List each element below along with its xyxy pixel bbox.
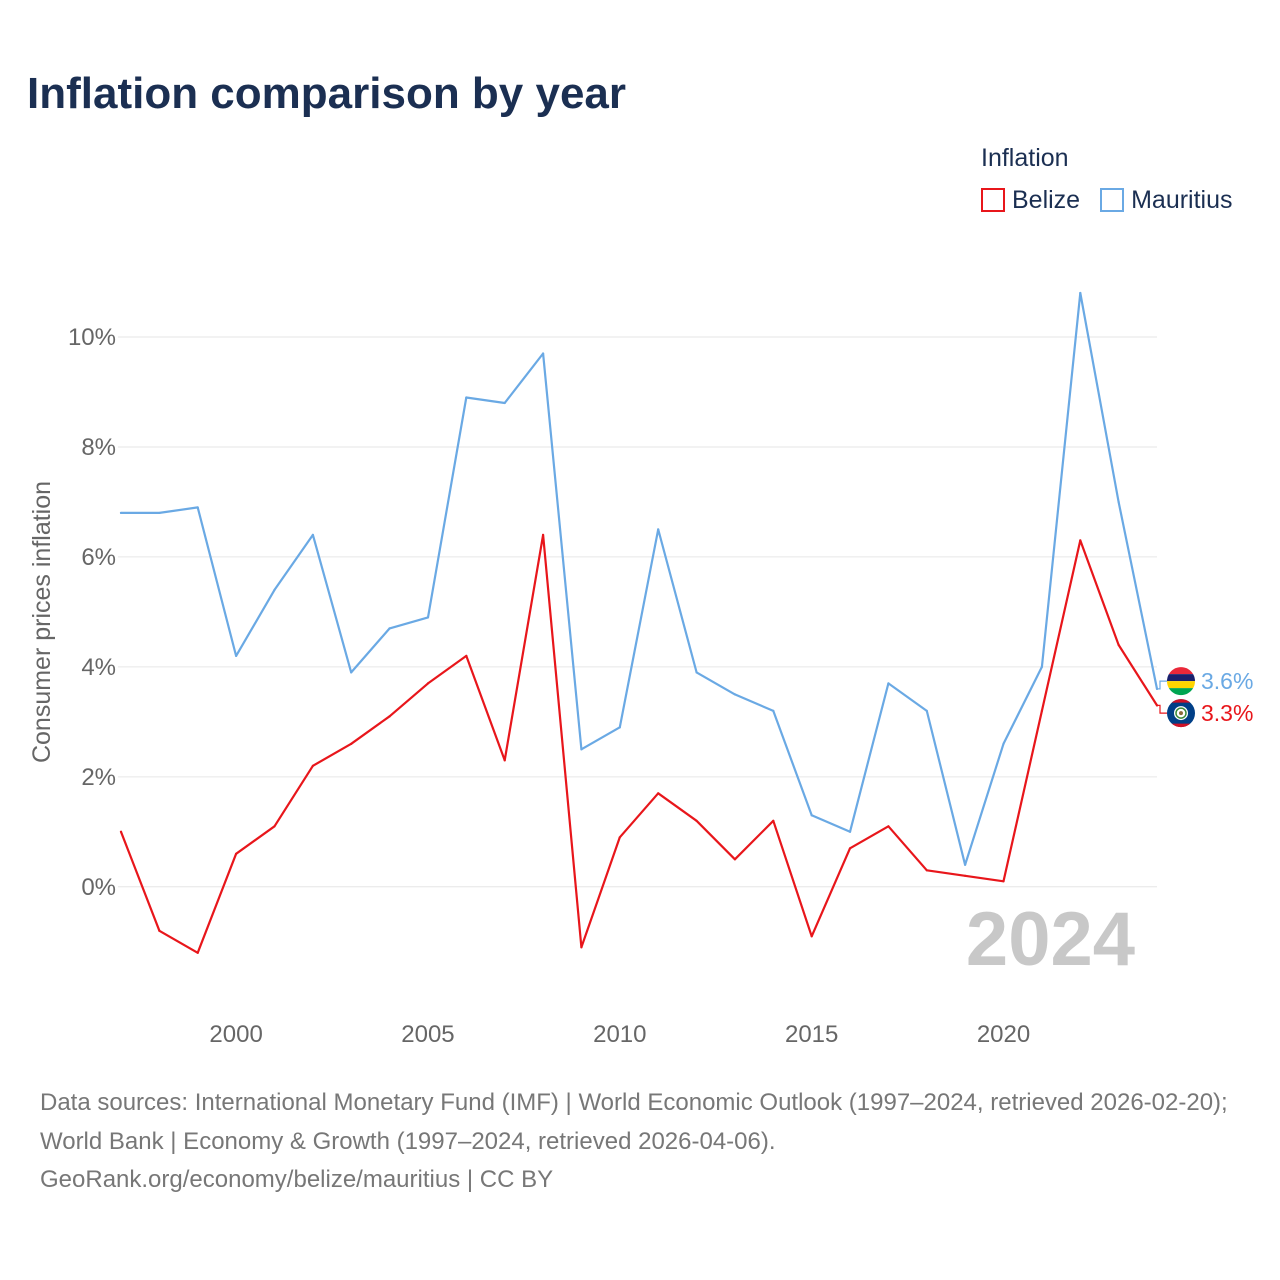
y-tick-label: 4% — [81, 654, 116, 681]
data-point-belize — [465, 654, 468, 657]
data-point-mauritius — [810, 814, 813, 817]
data-point-belize — [273, 825, 276, 828]
data-point-mauritius — [1079, 291, 1082, 295]
data-point-mauritius — [235, 654, 238, 657]
legend-item-belize: Belize — [981, 186, 1081, 214]
series-mauritius — [119, 291, 1159, 866]
footer: Data sources: International Monetary Fun… — [40, 1084, 1245, 1200]
data-point-mauritius — [119, 511, 123, 515]
end-connector-mauritius — [1157, 680, 1167, 690]
data-point-mauritius — [848, 830, 852, 833]
data-point-mauritius — [1040, 665, 1043, 668]
end-label-mauritius: 3.6% — [1201, 668, 1253, 694]
data-point-belize — [426, 682, 430, 685]
data-point-belize — [887, 825, 890, 828]
data-point-belize — [1002, 880, 1005, 883]
series-line-mauritius — [119, 291, 1159, 866]
mauritius-flag-icon — [1167, 667, 1195, 696]
data-point-mauritius — [733, 693, 737, 696]
data-point-belize — [388, 715, 391, 718]
data-point-mauritius — [657, 528, 660, 531]
legend-swatch-belize — [981, 188, 1005, 212]
x-tick-label: 2005 — [401, 1021, 454, 1048]
data-point-mauritius — [887, 682, 890, 685]
data-point-belize — [1079, 539, 1082, 542]
legend-items: Belize Mauritius — [981, 186, 1233, 214]
data-point-mauritius — [925, 709, 928, 712]
y-tick-label: 8% — [81, 434, 116, 461]
data-point-belize — [311, 764, 314, 767]
legend: Inflation Belize Mauritius — [981, 143, 1233, 214]
year-indicator: 2024 — [966, 897, 1135, 982]
y-tick-label: 0% — [81, 874, 116, 901]
data-point-mauritius — [311, 533, 314, 537]
x-axis-ticks: 2000 2005 2010 2015 2020 — [209, 1021, 1030, 1048]
end-connector-belize — [1157, 704, 1167, 714]
data-point-mauritius — [618, 726, 621, 729]
series-belize — [119, 533, 1159, 954]
legend-label-mauritius: Mauritius — [1131, 186, 1233, 214]
series-line-belize — [119, 533, 1159, 954]
data-point-belize — [119, 830, 123, 833]
data-point-mauritius — [1117, 500, 1120, 504]
y-tick-label: 10% — [68, 324, 116, 351]
y-axis-title: Consumer prices inflation — [28, 481, 56, 763]
data-point-belize — [848, 847, 852, 850]
x-tick-label: 2015 — [785, 1021, 838, 1048]
data-point-belize — [158, 929, 161, 932]
y-tick-label: 2% — [81, 764, 116, 791]
data-point-belize — [733, 858, 737, 861]
credit-text: GeoRank.org/economy/belize/mauritius | C… — [40, 1166, 554, 1193]
x-tick-label: 2010 — [593, 1021, 646, 1048]
data-point-mauritius — [695, 671, 698, 674]
series-lines — [119, 291, 1159, 954]
gridlines — [118, 336, 1157, 888]
data-point-mauritius — [465, 396, 468, 399]
data-point-belize — [695, 819, 698, 822]
data-point-belize — [1117, 643, 1120, 646]
data-point-belize — [503, 759, 506, 762]
x-tick-label: 2000 — [209, 1021, 262, 1048]
x-tick-label: 2020 — [977, 1021, 1030, 1048]
data-point-belize — [657, 792, 660, 795]
end-labels: 3.6% 3.3% — [1157, 667, 1253, 728]
data-point-belize — [810, 935, 813, 938]
data-point-belize — [772, 819, 775, 822]
data-point-mauritius — [196, 506, 199, 509]
data-point-mauritius — [350, 671, 353, 674]
data-point-mauritius — [964, 863, 967, 866]
data-point-mauritius — [1002, 742, 1005, 745]
data-point-belize — [235, 852, 238, 855]
data-point-belize — [350, 742, 353, 745]
legend-item-mauritius: Mauritius — [1100, 186, 1233, 214]
data-point-mauritius — [273, 588, 276, 591]
data-point-belize — [618, 836, 621, 839]
data-point-mauritius — [158, 511, 161, 515]
legend-title: Inflation — [981, 144, 1069, 172]
y-axis-ticks: 0% 2% 4% 6% 8% 10% — [68, 324, 116, 901]
data-point-belize — [1040, 709, 1043, 712]
data-point-belize — [964, 874, 967, 877]
data-point-belize — [541, 533, 545, 537]
data-point-mauritius — [388, 627, 391, 630]
end-label-belize: 3.3% — [1201, 700, 1253, 726]
data-point-mauritius — [541, 352, 545, 355]
y-tick-label: 6% — [81, 544, 116, 571]
data-sources-text: Data sources: International Monetary Fun… — [40, 1089, 1228, 1155]
data-point-belize — [925, 869, 928, 872]
data-point-mauritius — [772, 709, 775, 712]
chart-title: Inflation comparison by year — [27, 69, 627, 118]
data-point-belize — [580, 946, 583, 949]
legend-swatch-mauritius — [1100, 188, 1125, 212]
belize-flag-icon — [1167, 699, 1195, 728]
legend-label-belize: Belize — [1012, 186, 1081, 214]
data-point-mauritius — [503, 401, 506, 405]
data-point-mauritius — [426, 616, 430, 619]
data-point-belize — [196, 951, 199, 954]
data-point-mauritius — [580, 748, 583, 751]
